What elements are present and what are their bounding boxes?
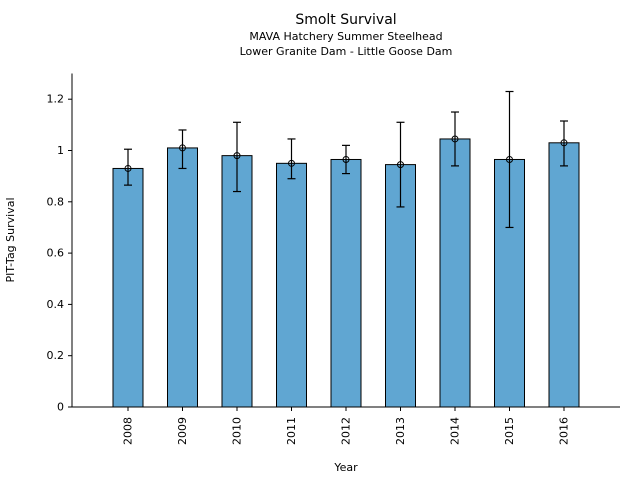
- x-tick-label: 2008: [122, 417, 135, 445]
- bar: [167, 147, 198, 408]
- x-tick-label: 2012: [340, 417, 353, 445]
- x-tick-label: 2016: [558, 417, 571, 445]
- y-tick-label: 1.2: [47, 93, 65, 106]
- marker: [124, 164, 132, 172]
- y-axis-label: PIT-Tag Survival: [4, 197, 17, 282]
- bar: [439, 138, 471, 408]
- chart-title: Smolt Survival: [295, 12, 396, 28]
- marker: [397, 161, 404, 169]
- x-tick-label: 2010: [231, 417, 244, 445]
- bar: [221, 155, 253, 408]
- plot-area: 0 0.2 0.4 0.6 0.8 1 1.2 2008 2009 2010 2011 2012 201…: [47, 73, 620, 445]
- bar: [112, 167, 144, 408]
- y-tick-label: 0.6: [47, 247, 65, 260]
- chart-subtitle-line2: Lower Granite Dam - Little Goose Dam: [240, 45, 453, 58]
- marker: [233, 152, 241, 160]
- y-tick-label: 0.4: [47, 298, 65, 311]
- y-tick-label: 0: [57, 401, 64, 414]
- bar: [330, 158, 362, 408]
- x-tick-label: 2013: [394, 417, 407, 445]
- marker: [179, 144, 186, 152]
- y-tick-label: 0.8: [47, 195, 65, 208]
- chart-subtitle-line1: MAVA Hatchery Summer Steelhead: [249, 30, 442, 43]
- x-tick-label: 2014: [449, 417, 462, 445]
- bar: [548, 142, 580, 408]
- marker: [342, 155, 350, 163]
- y-tick-label: 0.2: [47, 349, 65, 362]
- marker: [451, 135, 459, 143]
- marker: [560, 139, 568, 147]
- x-axis-label: Year: [333, 461, 358, 474]
- y-tick-label: 1: [57, 144, 64, 157]
- marker: [288, 159, 295, 167]
- marker: [506, 155, 513, 163]
- x-tick-label: 2011: [285, 417, 298, 445]
- x-tick-label: 2015: [503, 417, 516, 445]
- x-tick-label: 2009: [176, 417, 189, 445]
- bar: [276, 162, 307, 408]
